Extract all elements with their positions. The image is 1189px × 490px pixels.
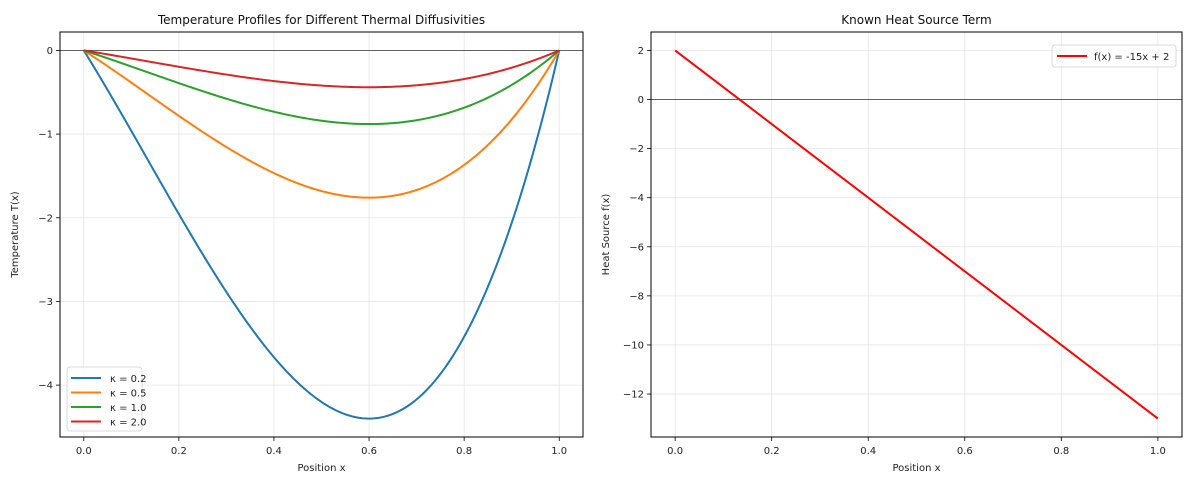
temp-xtick-label: 0.8	[456, 446, 472, 457]
temp-xtick-label: 0.2	[171, 446, 187, 457]
temp-xtick-label: 0.6	[361, 446, 377, 457]
source-xtick-label: 0.0	[667, 446, 683, 457]
temp-series-line	[83, 49, 561, 199]
source-ytick-label: 0	[638, 95, 644, 106]
temp-legend-label: κ = 0.5	[110, 389, 147, 400]
source-ytick-label: −12	[623, 390, 644, 401]
source-xtick-label: 0.2	[764, 446, 780, 457]
source-xtick-label: 0.4	[860, 446, 876, 457]
source-axes-frame	[650, 31, 1183, 438]
source-xtick-label: 0.6	[957, 446, 973, 457]
temp-legend-label: κ = 1.0	[110, 403, 147, 414]
source-ytick-label: −10	[623, 340, 644, 351]
source-ytick-label: −6	[629, 242, 644, 253]
source-ytick-label: −8	[629, 291, 644, 302]
temp-ytick-label: −4	[38, 381, 53, 392]
source-xtick-label: 1.0	[1150, 446, 1166, 457]
temp-ytick-label: −3	[38, 297, 53, 308]
temp-y-axis-label: Temperature T(x)	[10, 191, 21, 278]
source-y-axis-label: Heat Source f(x)	[601, 194, 612, 276]
source-series-line	[674, 49, 1159, 420]
temp-series-line	[83, 49, 560, 89]
temp-chart-title: Temperature Profiles for Different Therm…	[157, 13, 485, 27]
temp-legend-label: κ = 0.2	[110, 374, 147, 385]
temp-xtick-label: 0.4	[266, 446, 282, 457]
source-ytick-label: −4	[629, 193, 644, 204]
temp-ytick-label: −1	[38, 130, 53, 141]
temp-series-line	[82, 49, 561, 420]
temp-ytick-label: 0	[47, 46, 53, 57]
source-ytick-label: −2	[629, 144, 644, 155]
source-xtick-label: 0.8	[1053, 446, 1069, 457]
source-ytick-label: 2	[638, 46, 644, 57]
temp-axes-frame	[59, 31, 584, 438]
source-chart-title: Known Heat Source Term	[841, 13, 991, 27]
temp-xtick-label: 1.0	[551, 446, 567, 457]
temp-legend-label: κ = 2.0	[110, 418, 147, 429]
temp-x-axis-label: Position x	[297, 463, 345, 474]
temp-ytick-label: −2	[38, 213, 53, 224]
source-legend-box	[1051, 44, 1177, 68]
source-legend-label: f(x) = -15x + 2	[1094, 52, 1169, 63]
temp-legend-box	[66, 366, 143, 432]
temp-series-line	[83, 49, 560, 126]
temp-xtick-label: 0.0	[76, 446, 92, 457]
source-x-axis-label: Position x	[892, 463, 940, 474]
